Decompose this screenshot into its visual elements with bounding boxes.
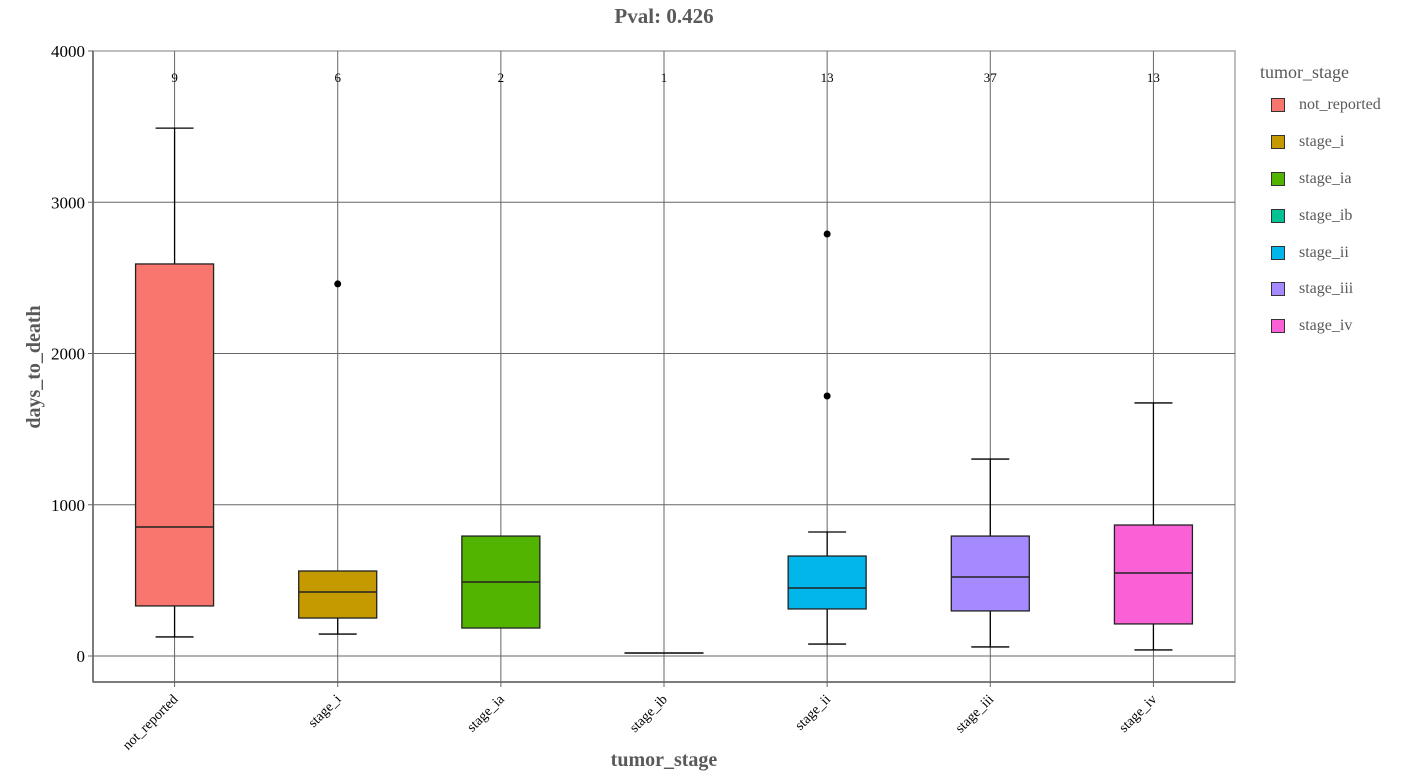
legend-item-stage-i[interactable]: stage_i	[1260, 124, 1381, 161]
x-tick-label: stage_ii	[793, 692, 834, 733]
box-body[interactable]	[134, 263, 215, 607]
y-tick-label: 1000	[51, 496, 85, 515]
box-stage-ii	[787, 230, 867, 645]
legend-item-stage-ia[interactable]: stage_ia	[1260, 161, 1381, 198]
legend-label: stage_i	[1299, 133, 1345, 151]
legend-label: not_reported	[1299, 96, 1381, 114]
legend-swatch	[1271, 171, 1285, 186]
x-tick-label: stage_ib	[627, 692, 671, 736]
x-tick-label: not_reported	[120, 692, 181, 753]
box-stage-iii	[950, 458, 1030, 648]
legend-item-stage-iv[interactable]: stage_iv	[1260, 308, 1381, 345]
count-label: 2	[498, 70, 505, 85]
legend-item-not-reported[interactable]: not_reported	[1260, 87, 1381, 124]
count-label: 9	[171, 70, 178, 85]
box-stage-ia	[461, 535, 541, 629]
y-tick-label: 4000	[51, 42, 85, 61]
legend-swatch	[1271, 208, 1285, 223]
x-tick-label: stage_iv	[1117, 692, 1161, 736]
y-tick-label: 2000	[51, 345, 85, 364]
outlier-point	[334, 280, 342, 288]
x-axis-title: tumor_stage	[611, 749, 718, 771]
x-tick-label: stage_i	[306, 692, 345, 731]
x-tick-label: stage_iii	[953, 692, 997, 736]
legend: tumor_stage not_reported stage_i stage_i…	[1260, 62, 1381, 345]
box-stage-i	[298, 280, 378, 635]
box-not-reported	[134, 127, 215, 638]
box-stage-iv	[1113, 402, 1194, 651]
legend-item-stage-ib[interactable]: stage_ib	[1260, 197, 1381, 234]
count-label: 13	[1147, 70, 1160, 85]
box-body[interactable]	[1113, 524, 1194, 625]
legend-swatch	[1271, 98, 1285, 113]
legend-label: stage_ia	[1299, 169, 1352, 187]
chart-title: Pval: 0.426	[614, 4, 714, 28]
legend-swatch	[1271, 282, 1285, 297]
legend-swatch	[1271, 135, 1285, 150]
legend-label: stage_ii	[1299, 243, 1349, 261]
count-label: 1	[661, 70, 668, 85]
outlier-point	[823, 230, 831, 238]
count-label: 6	[334, 70, 341, 85]
legend-swatch	[1271, 319, 1285, 334]
x-tick-label: stage_ia	[465, 692, 509, 736]
outlier-point	[823, 392, 831, 400]
y-axis-title: days_to_death	[23, 305, 45, 428]
y-tick-label: 3000	[51, 193, 85, 212]
legend-item-stage-ii[interactable]: stage_ii	[1260, 234, 1381, 271]
count-label: 37	[984, 70, 998, 85]
count-label: 13	[821, 70, 834, 85]
box-body[interactable]	[298, 570, 378, 619]
legend-item-stage-iii[interactable]: stage_iii	[1260, 271, 1381, 308]
box-body[interactable]	[787, 555, 867, 610]
legend-label: stage_iv	[1299, 317, 1353, 335]
legend-swatch	[1271, 245, 1285, 260]
y-tick-label: 0	[77, 647, 86, 666]
legend-label: stage_iii	[1299, 280, 1354, 298]
legend-title: tumor_stage	[1260, 62, 1349, 82]
legend-label: stage_ib	[1299, 206, 1353, 224]
box-body[interactable]	[950, 535, 1030, 612]
